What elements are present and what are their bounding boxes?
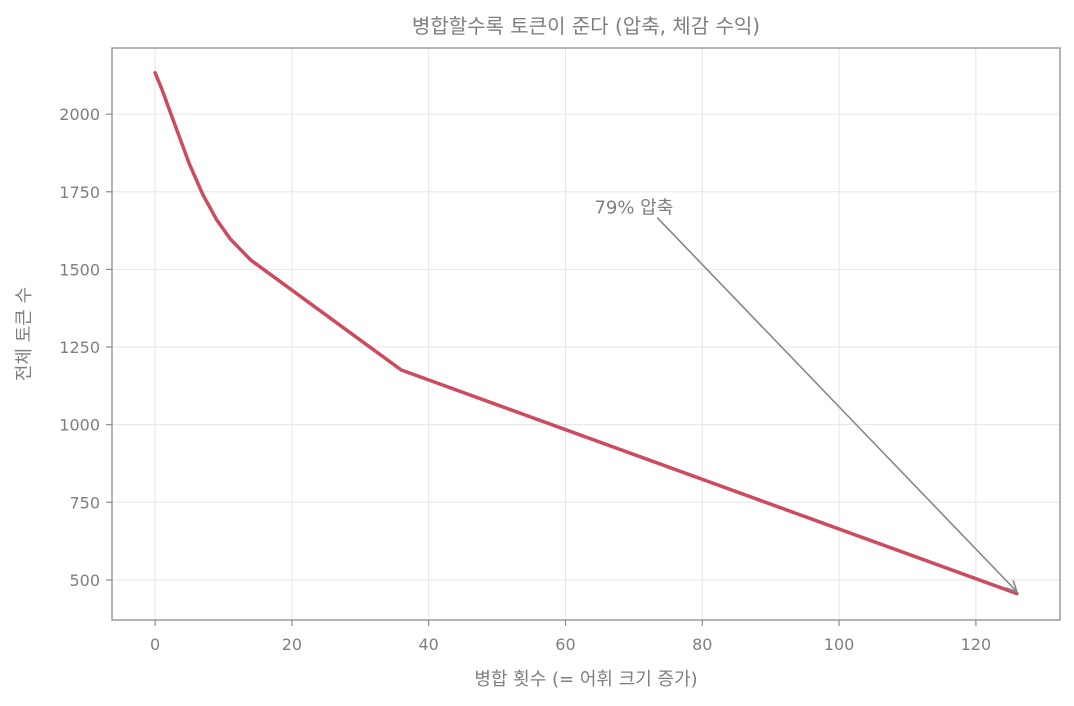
chart-title: 병합할수록 토큰이 준다 (압축, 체감 수익)	[412, 14, 760, 38]
x-tick-label: 60	[555, 635, 575, 654]
y-tick-label: 500	[69, 571, 100, 590]
annotation: 79% 압축	[594, 197, 1019, 594]
x-tick-label: 120	[961, 635, 992, 654]
y-tick-label: 750	[69, 493, 100, 512]
y-tick-label: 1250	[59, 338, 100, 357]
x-tick-label: 20	[282, 635, 302, 654]
y-tick-label: 1500	[59, 260, 100, 279]
series-layer	[153, 71, 1019, 596]
series-line	[153, 71, 1019, 596]
x-tick-label: 0	[150, 635, 160, 654]
x-axis-label: 병합 횟수 (= 어휘 크기 증가)	[474, 669, 697, 690]
y-tick-label: 1000	[59, 416, 100, 435]
plot-frame	[111, 47, 1061, 621]
x-axis: 0 20 40 60 80 100 120	[150, 620, 991, 654]
grid	[112, 48, 1060, 620]
annotation-label: 79% 압축	[594, 197, 673, 218]
x-tick-label: 80	[692, 635, 712, 654]
annotation-arrowhead	[1005, 580, 1019, 594]
x-tick-label: 100	[824, 635, 855, 654]
y-tick-label: 2000	[59, 105, 100, 124]
y-tick-label: 1750	[59, 183, 100, 202]
y-axis: 500 750 1000 1250 1500 1750 2000	[59, 105, 112, 590]
y-axis-label: 전체 토큰 수	[14, 287, 35, 381]
x-tick-label: 40	[419, 635, 439, 654]
annotation-arrow	[656, 216, 1018, 593]
